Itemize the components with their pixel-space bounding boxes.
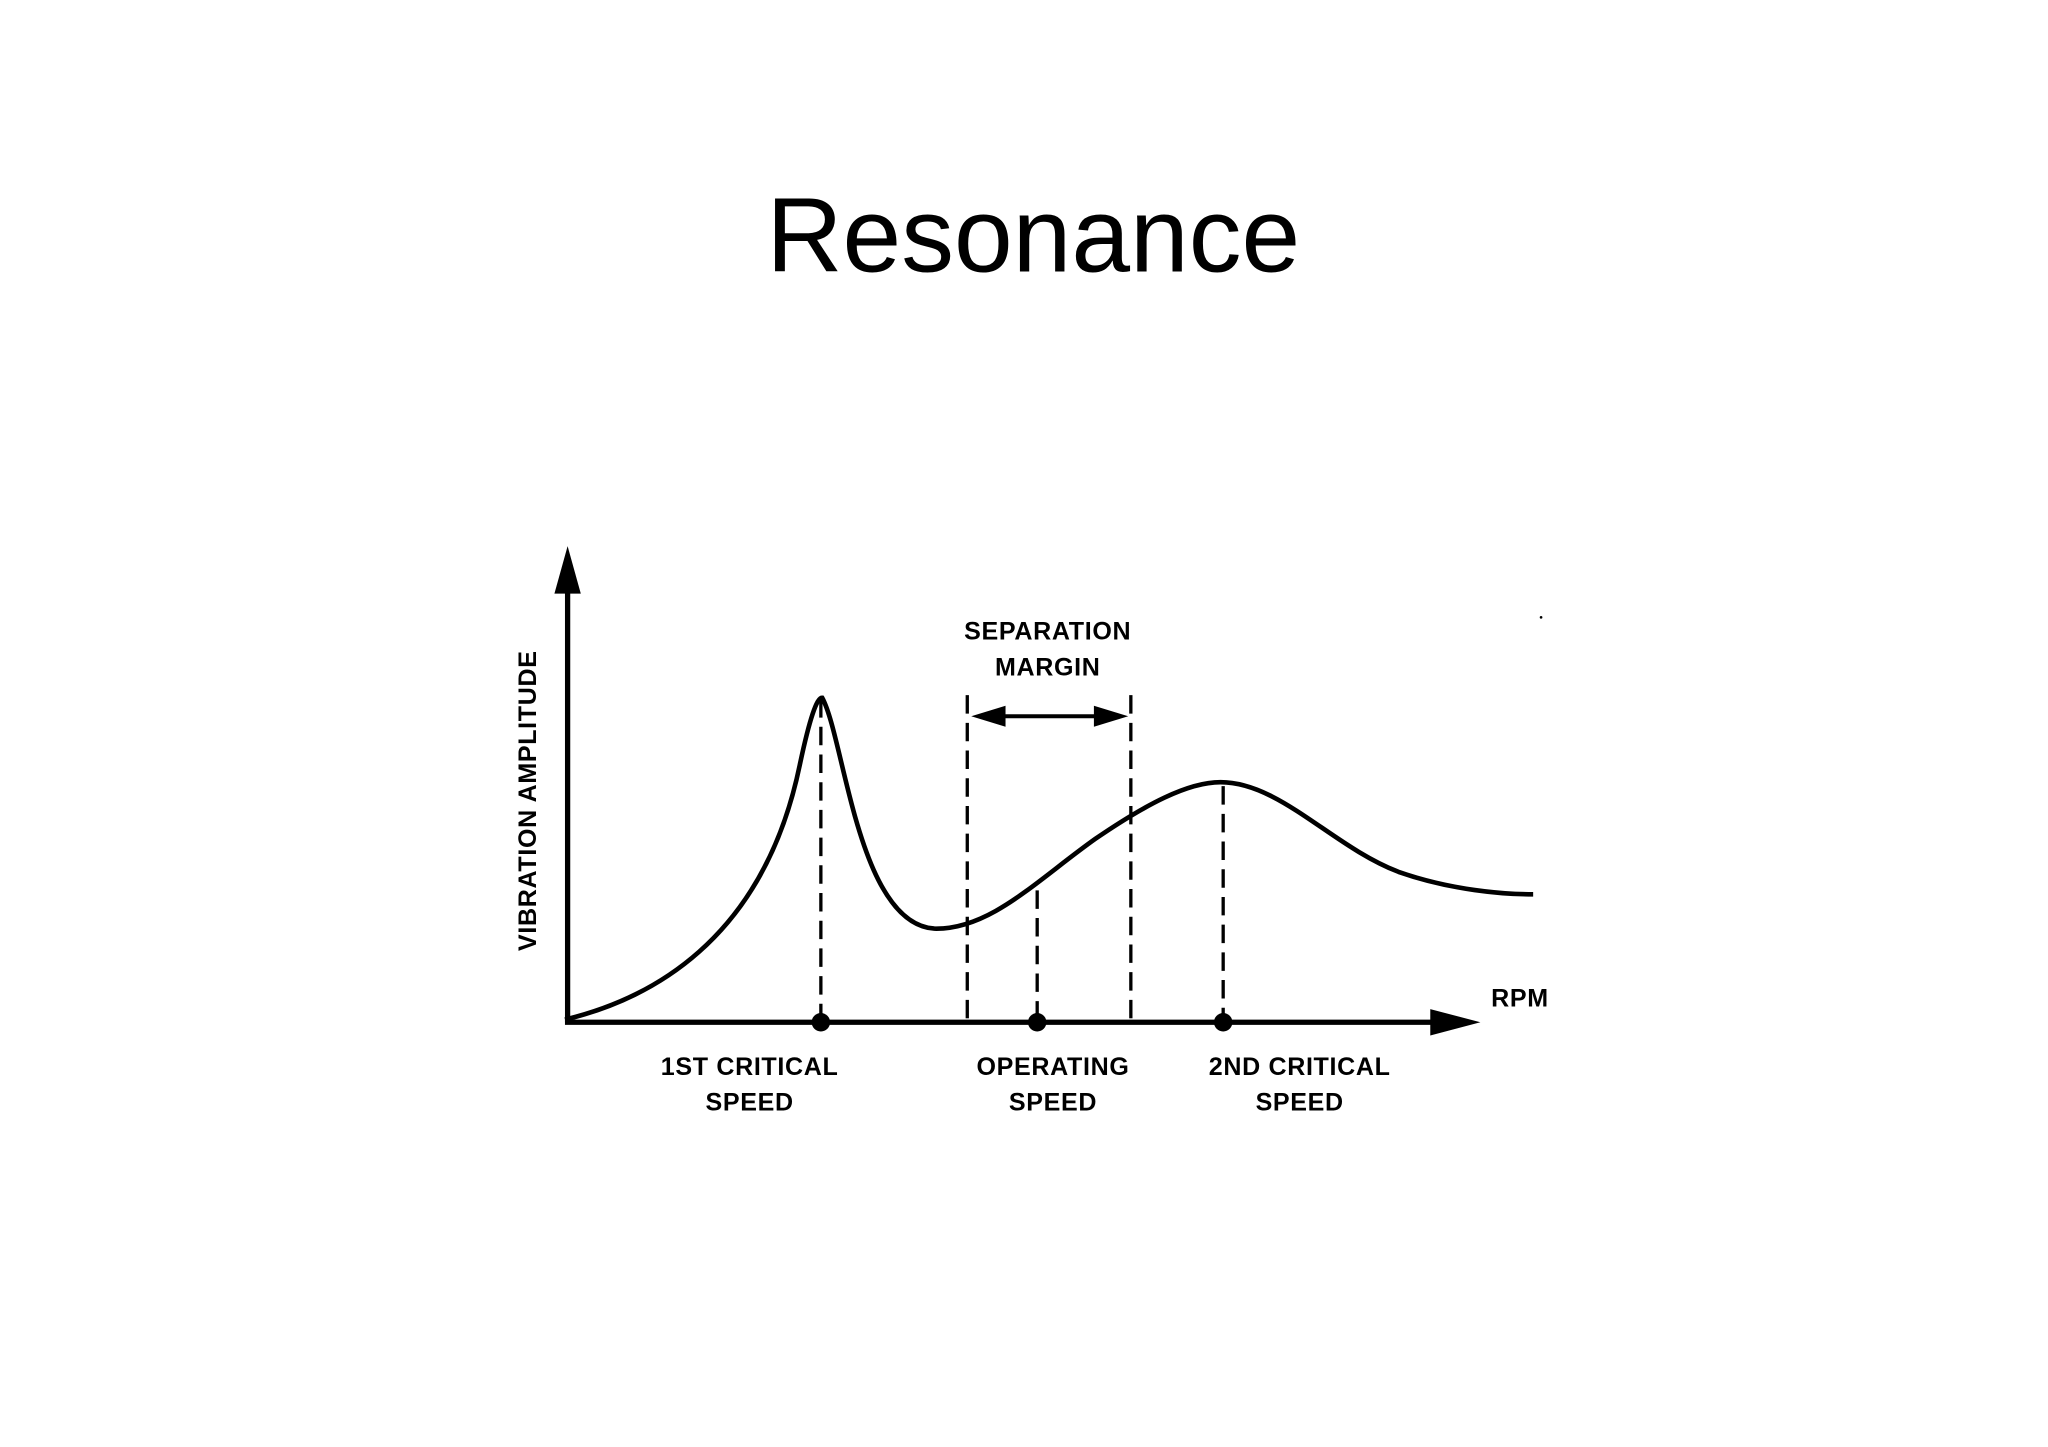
annotation: MARGIN [995, 653, 1101, 681]
marker-label: SPEED [706, 1089, 794, 1117]
speed-dot [1027, 1013, 1047, 1032]
marker-label: 1ST CRITICAL [661, 1053, 839, 1081]
marker-label: 2ND CRITICAL [1209, 1053, 1391, 1081]
marker-label: SPEED [1009, 1089, 1097, 1117]
x-axis-label: RPM [1491, 984, 1549, 1012]
y-axis-arrow [554, 546, 581, 594]
response-curve [564, 695, 1534, 1022]
margin-arrowhead [971, 705, 1006, 727]
speed-dot [1213, 1013, 1233, 1032]
y-axis-label: VIBRATION AMPLITUDE [514, 650, 542, 951]
marker-label: SPEED [1256, 1089, 1344, 1117]
speed-dot [811, 1013, 831, 1032]
speck [1539, 615, 1543, 619]
x-axis-arrow [1430, 1009, 1481, 1036]
margin-arrowhead [1093, 705, 1129, 727]
marker-label: OPERATING [977, 1053, 1130, 1081]
annotation: SEPARATION [964, 618, 1131, 646]
title: Resonance [766, 177, 1300, 295]
